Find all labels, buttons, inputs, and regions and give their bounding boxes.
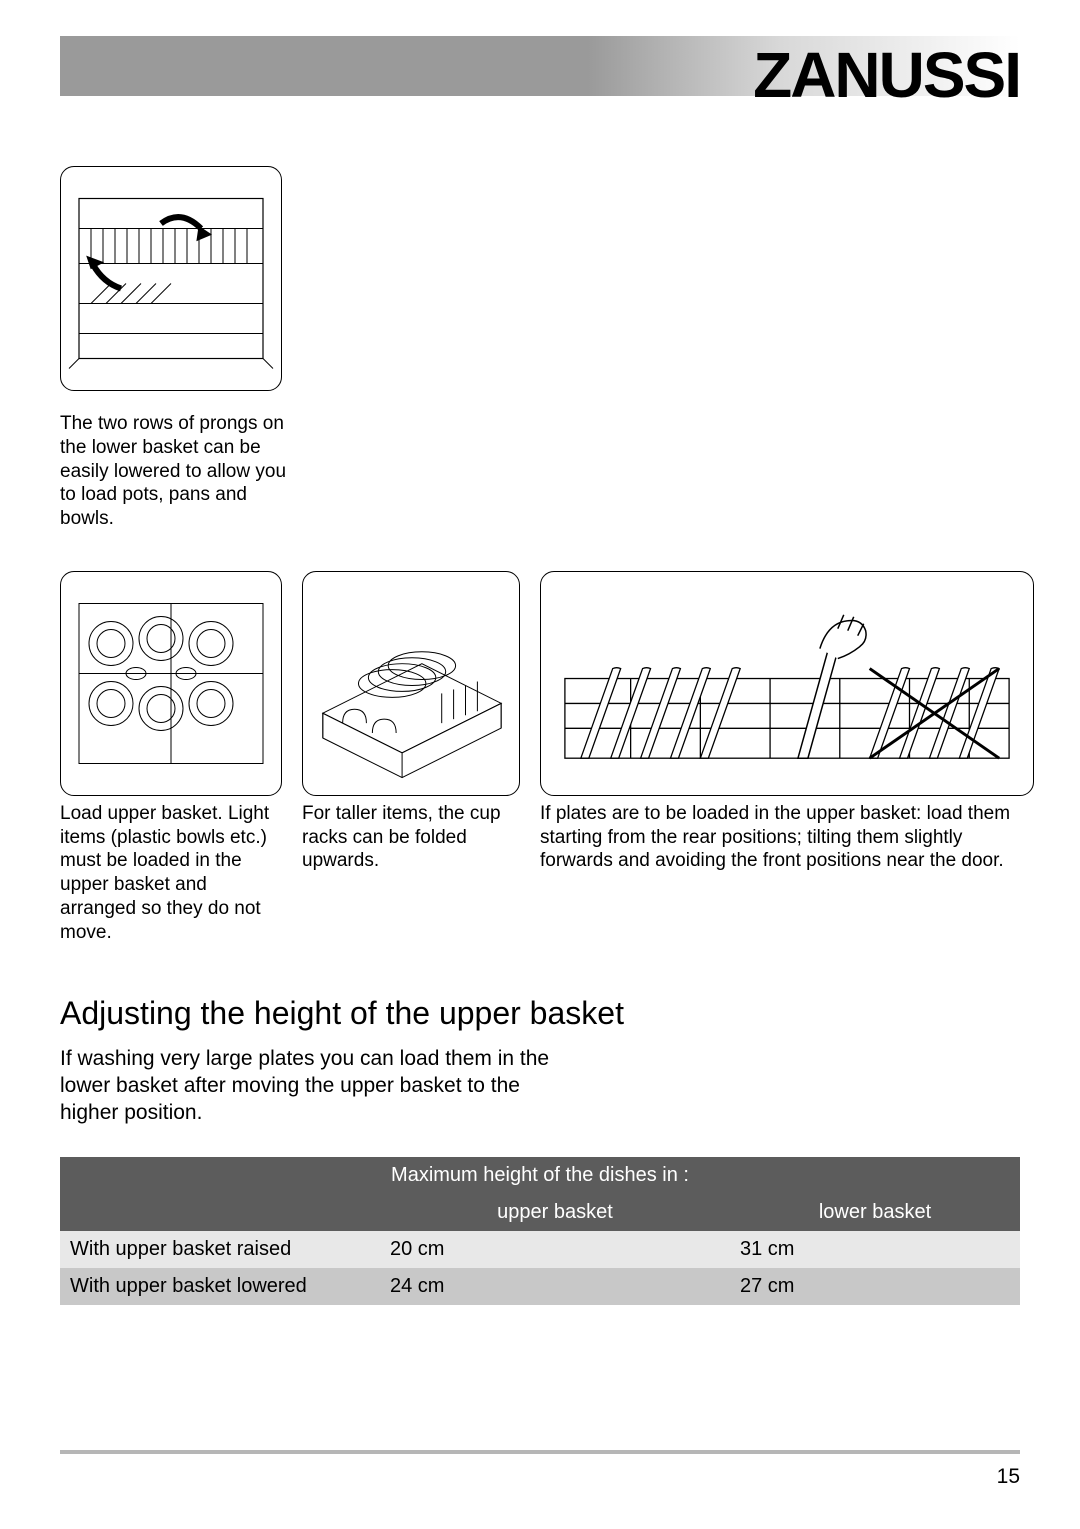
row-lower: 27 cm xyxy=(730,1268,1020,1305)
figure-lower-basket-prongs xyxy=(60,166,282,391)
figure-1-caption: The two rows of prongs on the lower bask… xyxy=(60,412,305,531)
figure-row-1: The two rows of prongs on the lower bask… xyxy=(60,166,1020,531)
table-row: With upper basket raised 20 cm 31 cm xyxy=(60,1231,1020,1268)
cup-racks-icon xyxy=(303,572,519,795)
table-header-blank xyxy=(60,1194,380,1231)
row-upper: 24 cm xyxy=(380,1268,730,1305)
table-header-lower: lower basket xyxy=(730,1194,1020,1231)
table-header-row-2: upper basket lower basket xyxy=(60,1194,1020,1231)
table-header-upper: upper basket xyxy=(380,1194,730,1231)
upper-basket-loaded-icon xyxy=(61,572,281,795)
manual-page: ZANUSSI xyxy=(0,0,1080,1529)
row-label: With upper basket raised xyxy=(60,1231,380,1268)
plate-loading-icon xyxy=(541,572,1033,795)
figure-cup-racks-folded xyxy=(302,571,520,796)
figure-4-caption: If plates are to be loaded in the upper … xyxy=(540,802,1034,873)
row-lower: 31 cm xyxy=(730,1231,1020,1268)
figure-3-caption: For taller items, the cup racks can be f… xyxy=(302,802,520,873)
figure-upper-basket-loaded xyxy=(60,571,282,796)
section-body: If washing very large plates you can loa… xyxy=(60,1045,580,1127)
page-number: 15 xyxy=(997,1465,1020,1489)
table-header-span: Maximum height of the dishes in : xyxy=(60,1157,1020,1194)
figure-2-caption: Load upper basket. Light items (plastic … xyxy=(60,802,282,945)
figure-row-2: Load upper basket. Light items (plastic … xyxy=(60,571,1020,945)
basket-prongs-icon xyxy=(61,167,281,390)
figure-plate-loading-direction xyxy=(540,571,1034,796)
table-header-row-1: Maximum height of the dishes in : xyxy=(60,1157,1020,1194)
row-upper: 20 cm xyxy=(380,1231,730,1268)
dish-height-table: Maximum height of the dishes in : upper … xyxy=(60,1157,1020,1305)
brand-logo: ZANUSSI xyxy=(753,38,1020,112)
section-title: Adjusting the height of the upper basket xyxy=(60,994,1020,1032)
table-row: With upper basket lowered 24 cm 27 cm xyxy=(60,1268,1020,1305)
footer-line xyxy=(60,1450,1020,1454)
content-area: The two rows of prongs on the lower bask… xyxy=(60,166,1020,1305)
row-label: With upper basket lowered xyxy=(60,1268,380,1305)
